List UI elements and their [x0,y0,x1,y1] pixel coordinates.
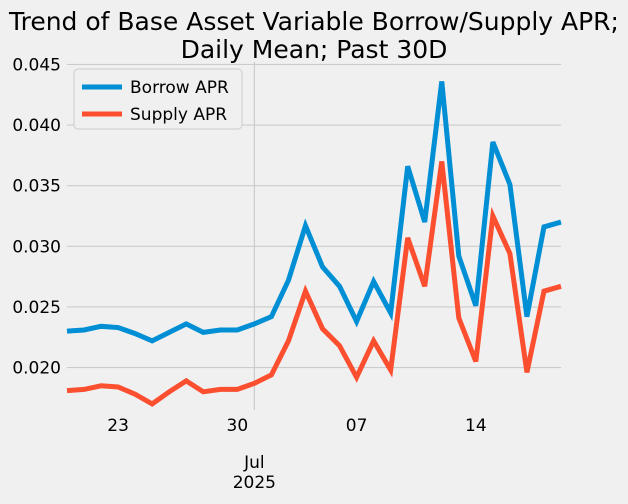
y-tick-label: 0.030 [12,237,61,257]
y-tick-label: 0.035 [12,177,61,197]
legend-label-supply: Supply APR [130,105,227,125]
y-tick-label: 0.020 [12,359,61,379]
month-label: Jul [243,453,265,473]
series-layer [66,81,562,407]
y-tick-label: 0.040 [12,116,61,136]
x-axis-ticks: 23 30 07 14 [107,416,486,436]
y-axis-ticks: 0.020 0.025 0.030 0.035 0.040 0.045 [12,55,61,378]
legend: Borrow APR Supply APR [73,68,243,130]
x-tick-label: 23 [107,416,129,436]
y-tick-label: 0.025 [12,298,61,318]
x-tick-label: 07 [346,416,368,436]
month-marker: Jul 2025 [233,453,276,493]
series-line-supply-apr [66,161,562,407]
chart-title-line-2: Daily Mean; Past 30D [181,35,448,64]
x-tick-label: 14 [465,416,487,436]
year-label: 2025 [233,473,276,493]
x-tick-label: 30 [227,416,249,436]
chart-title-line-1: Trend of Base Asset Variable Borrow/Supp… [8,7,619,36]
y-tick-label: 0.045 [12,55,61,75]
series-line-borrow-apr [66,81,562,344]
legend-label-borrow: Borrow APR [130,78,229,98]
